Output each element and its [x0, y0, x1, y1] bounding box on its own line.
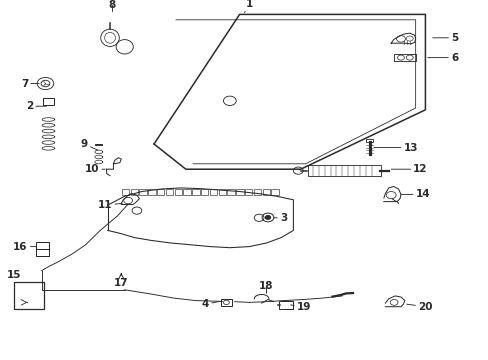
Text: 5: 5 — [432, 33, 457, 43]
Text: 15: 15 — [6, 270, 21, 280]
Text: 4: 4 — [201, 299, 220, 309]
Text: 11: 11 — [98, 200, 122, 210]
Text: 20: 20 — [406, 302, 432, 312]
Text: 7: 7 — [20, 78, 39, 89]
Text: 9: 9 — [81, 139, 98, 150]
Text: 8: 8 — [109, 0, 116, 12]
Text: 16: 16 — [13, 242, 37, 252]
Text: 19: 19 — [290, 302, 311, 312]
Text: 18: 18 — [259, 281, 273, 293]
Text: 14: 14 — [400, 189, 429, 199]
Text: 3: 3 — [273, 213, 286, 223]
Circle shape — [265, 216, 270, 219]
Text: 17: 17 — [114, 274, 128, 288]
Text: 1: 1 — [244, 0, 252, 13]
Text: 13: 13 — [373, 143, 417, 153]
Text: 12: 12 — [390, 164, 427, 174]
Text: 2: 2 — [26, 101, 46, 111]
Text: 6: 6 — [427, 53, 457, 63]
Text: 10: 10 — [84, 164, 105, 174]
